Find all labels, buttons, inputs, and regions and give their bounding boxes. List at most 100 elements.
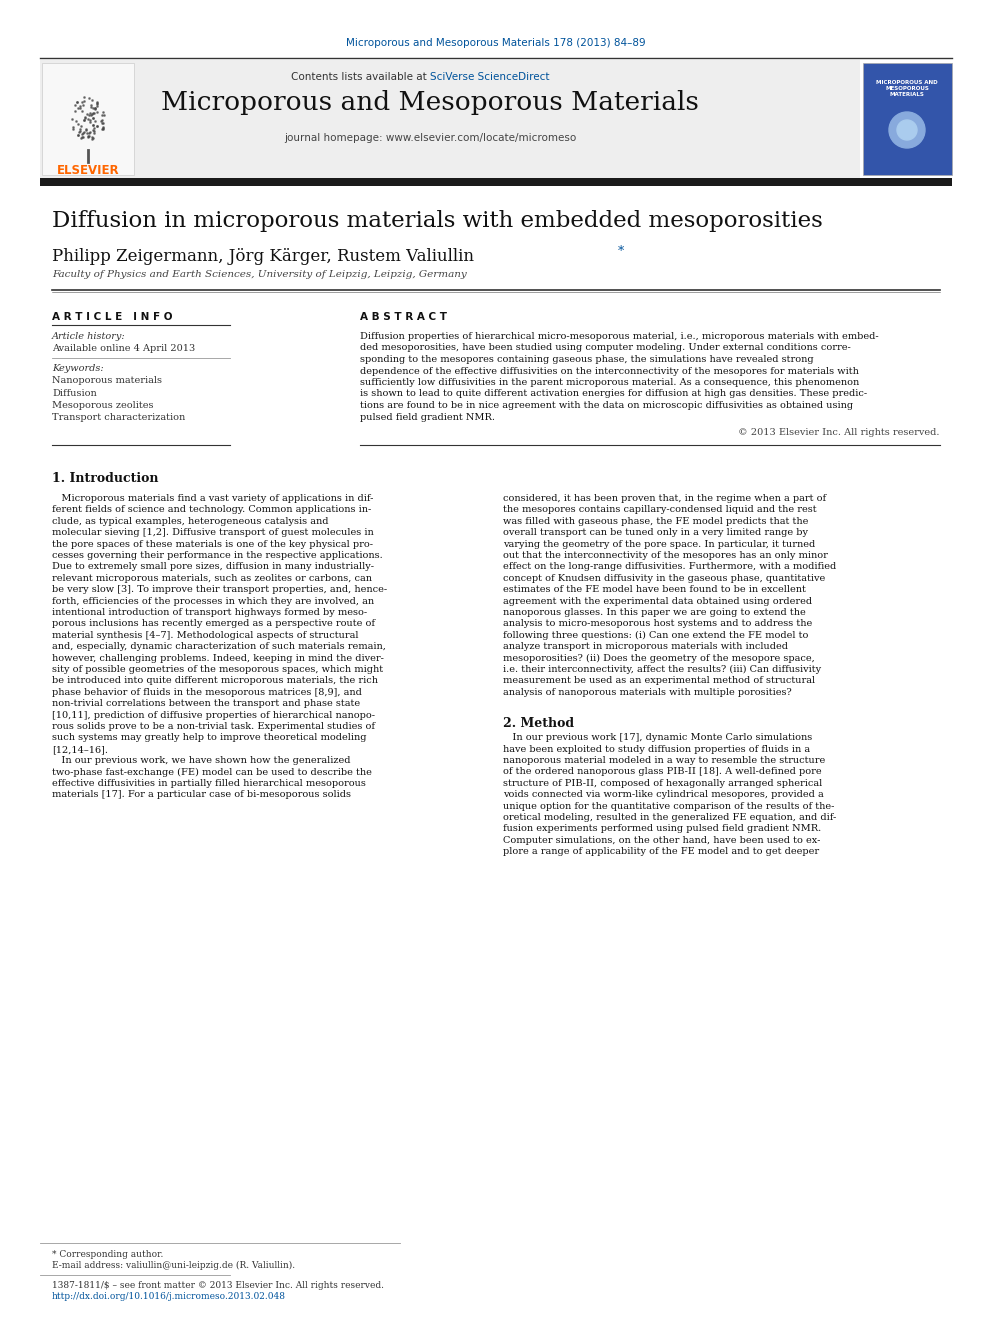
Point [78,119,94,140]
Text: analysis of nanoporous materials with multiple porosities?: analysis of nanoporous materials with mu… [503,688,792,697]
Point [85,103,101,124]
Text: sponding to the mesopores containing gaseous phase, the simulations have reveale: sponding to the mesopores containing gas… [360,355,813,364]
Point [87,110,103,131]
Point [80,127,96,148]
Point [84,105,100,126]
Point [89,94,105,115]
Point [74,126,90,147]
Text: phase behavior of fluids in the mesoporous matrices [8,9], and: phase behavior of fluids in the mesoporo… [52,688,362,697]
Text: unique option for the quantitative comparison of the results of the-: unique option for the quantitative compa… [503,802,834,811]
Text: *: * [618,245,624,258]
Point [75,87,91,108]
Point [70,97,86,118]
Text: molecular sieving [1,2]. Diffusive transport of guest molecules in: molecular sieving [1,2]. Diffusive trans… [52,528,374,537]
Text: relevant microporous materials, such as zeolites or carbons, can: relevant microporous materials, such as … [52,574,372,583]
Text: Diffusion in microporous materials with embedded mesoporosities: Diffusion in microporous materials with … [52,210,822,232]
Point [94,119,110,140]
Text: [10,11], prediction of diffusive properties of hierarchical nanopo-: [10,11], prediction of diffusive propert… [52,710,375,720]
Point [84,114,100,135]
Text: ELSEVIER: ELSEVIER [57,164,119,177]
Text: * Corresponding author.: * Corresponding author. [52,1250,164,1259]
Text: two-phase fast-exchange (FE) model can be used to describe the: two-phase fast-exchange (FE) model can b… [52,767,372,777]
Point [69,91,85,112]
Point [71,97,87,118]
Text: was filled with gaseous phase, the FE model predicts that the: was filled with gaseous phase, the FE mo… [503,517,808,525]
Text: sity of possible geometries of the mesoporous spaces, which might: sity of possible geometries of the mesop… [52,665,383,673]
Text: analysis to micro-mesoporous host systems and to address the: analysis to micro-mesoporous host system… [503,619,812,628]
Point [83,94,99,115]
Point [81,112,97,134]
Text: Diffusion properties of hierarchical micro-mesoporous material, i.e., microporou: Diffusion properties of hierarchical mic… [360,332,879,341]
Text: ferent fields of science and technology. Common applications in-: ferent fields of science and technology.… [52,505,371,515]
Text: Article history:: Article history: [52,332,126,341]
Point [88,93,104,114]
Point [94,116,110,138]
Text: http://dx.doi.org/10.1016/j.micromeso.2013.02.048: http://dx.doi.org/10.1016/j.micromeso.20… [52,1293,286,1301]
Point [86,118,102,139]
Text: © 2013 Elsevier Inc. All rights reserved.: © 2013 Elsevier Inc. All rights reserved… [738,429,940,437]
Text: agreement with the experimental data obtained using ordered: agreement with the experimental data obt… [503,597,812,606]
Text: Mesoporous zeolites: Mesoporous zeolites [52,401,154,410]
Point [81,123,97,144]
Point [96,105,112,126]
Point [87,97,103,118]
Text: 1387-1811/$ – see front matter © 2013 Elsevier Inc. All rights reserved.: 1387-1811/$ – see front matter © 2013 El… [52,1281,384,1290]
Text: concept of Knudsen diffusivity in the gaseous phase, quantitative: concept of Knudsen diffusivity in the ga… [503,574,825,583]
Point [74,101,90,122]
Text: materials [17]. For a particular case of bi-mesoporous solids: materials [17]. For a particular case of… [52,790,351,799]
Point [81,108,97,130]
Text: of the ordered nanoporous glass PIB-II [18]. A well-defined pore: of the ordered nanoporous glass PIB-II [… [503,767,821,777]
Text: overall transport can be tuned only in a very limited range by: overall transport can be tuned only in a… [503,528,808,537]
Point [77,107,93,128]
Text: A R T I C L E   I N F O: A R T I C L E I N F O [52,312,173,321]
Text: MICROPOROUS AND
MESOPOROUS
MATERIALS: MICROPOROUS AND MESOPOROUS MATERIALS [876,79,937,97]
Point [81,103,97,124]
Point [83,105,99,126]
Point [65,116,81,138]
Point [72,95,88,116]
Text: 1. Introduction: 1. Introduction [52,472,159,486]
Point [86,98,102,119]
Text: measurement be used as an experimental method of structural: measurement be used as an experimental m… [503,676,815,685]
Point [84,128,100,149]
Point [71,122,87,143]
Point [71,119,87,140]
Text: out that the interconnectivity of the mesopores has an only minor: out that the interconnectivity of the me… [503,550,828,560]
Text: sufficiently low diffusivities in the parent microporous material. As a conseque: sufficiently low diffusivities in the pa… [360,378,859,388]
Text: material synthesis [4–7]. Methodological aspects of structural: material synthesis [4–7]. Methodological… [52,631,358,640]
Text: tions are found to be in nice agreement with the data on microscopic diffusiviti: tions are found to be in nice agreement … [360,401,853,410]
Text: effective diffusivities in partially filled hierarchical mesoporous: effective diffusivities in partially fil… [52,779,366,789]
Text: [12,14–16].: [12,14–16]. [52,745,108,754]
Text: however, challenging problems. Indeed, keeping in mind the diver-: however, challenging problems. Indeed, k… [52,654,384,663]
Text: Diffusion: Diffusion [52,389,97,397]
Text: Nanoporous materials: Nanoporous materials [52,376,162,385]
Point [74,127,90,148]
Point [95,118,111,139]
Text: A B S T R A C T: A B S T R A C T [360,312,447,321]
Point [84,114,100,135]
Point [81,87,97,108]
Bar [42,64,134,175]
Text: effect on the long-range diffusivities. Furthermore, with a modified: effect on the long-range diffusivities. … [503,562,836,572]
Point [84,97,100,118]
Point [73,115,89,136]
Text: varying the geometry of the pore space. In particular, it turned: varying the geometry of the pore space. … [503,540,815,549]
Point [86,120,102,142]
Bar [40,60,860,179]
Text: Contents lists available at: Contents lists available at [291,71,430,82]
Point [74,122,90,143]
Text: porous inclusions has recently emerged as a perspective route of: porous inclusions has recently emerged a… [52,619,375,628]
Text: mesoporosities? (ii) Does the geometry of the mesopore space,: mesoporosities? (ii) Does the geometry o… [503,654,814,663]
Text: be very slow [3]. To improve their transport properties, and, hence-: be very slow [3]. To improve their trans… [52,585,387,594]
Text: analyze transport in microporous materials with included: analyze transport in microporous materia… [503,642,788,651]
Point [71,120,87,142]
Point [88,95,104,116]
Bar [40,179,952,187]
Text: cesses governing their performance in the respective applications.: cesses governing their performance in th… [52,550,383,560]
Text: dependence of the effective diffusivities on the interconnectivity of the mesopo: dependence of the effective diffusivitie… [360,366,859,376]
Text: fusion experiments performed using pulsed field gradient NMR.: fusion experiments performed using pulse… [503,824,821,833]
Point [75,110,91,131]
Text: Microporous materials find a vast variety of applications in dif-: Microporous materials find a vast variet… [52,493,373,503]
Text: such systems may greatly help to improve theoretical modeling: such systems may greatly help to improve… [52,733,366,742]
Point [65,118,81,139]
